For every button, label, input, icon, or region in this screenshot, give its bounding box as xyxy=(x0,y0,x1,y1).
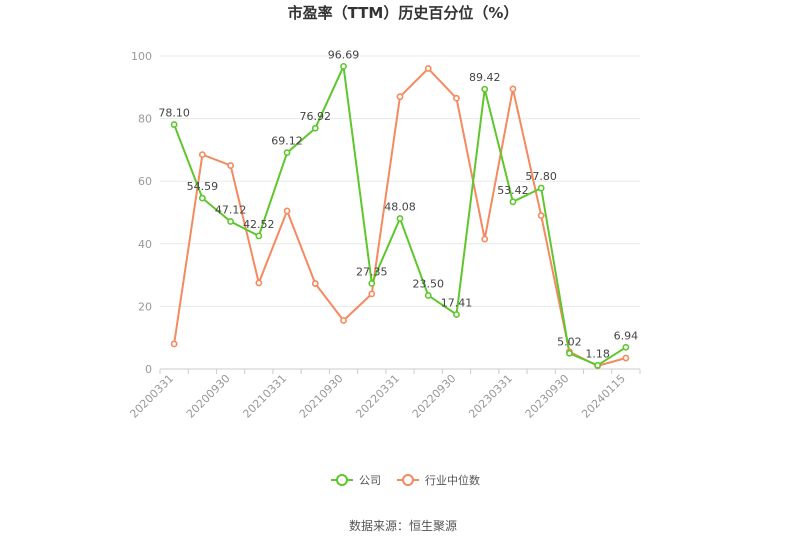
data-point xyxy=(453,311,460,318)
data-label: 42.52 xyxy=(243,218,275,231)
data-label: 69.12 xyxy=(271,135,303,148)
data-point xyxy=(537,184,545,192)
data-point xyxy=(198,151,206,158)
data-point xyxy=(594,361,602,369)
x-tick-label: 20200930 xyxy=(184,372,233,421)
x-tick-label: 20210930 xyxy=(297,372,346,421)
data-point xyxy=(424,292,432,299)
data-label: 17.41 xyxy=(441,297,473,310)
data-point xyxy=(170,121,178,128)
x-tick-label: 20210331 xyxy=(240,372,289,421)
data-point xyxy=(368,290,376,298)
data-point xyxy=(537,212,545,220)
data-point xyxy=(170,340,178,348)
x-tick-label: 20220930 xyxy=(410,372,459,421)
data-label: 27.35 xyxy=(356,265,388,278)
data-label: 1.18 xyxy=(585,347,610,360)
data-point xyxy=(255,279,263,287)
data-label: 76.92 xyxy=(300,110,332,123)
x-tick-label: 20240115 xyxy=(579,372,628,421)
data-point xyxy=(481,85,489,93)
data-label: 23.50 xyxy=(412,277,444,290)
data-point xyxy=(283,149,291,157)
legend-marker xyxy=(336,474,348,486)
data-point xyxy=(509,198,517,206)
y-tick-label: 0 xyxy=(145,363,152,376)
data-point xyxy=(453,94,460,102)
series-points xyxy=(170,62,630,370)
data-label: 54.59 xyxy=(187,180,219,193)
data-label: 5.02 xyxy=(557,335,582,348)
y-tick-label: 20 xyxy=(138,300,152,313)
data-label: 47.12 xyxy=(215,204,247,217)
source-text: 数据来源：恒生聚源 xyxy=(349,518,457,533)
data-point xyxy=(424,65,432,72)
data-point xyxy=(311,280,319,287)
data-point xyxy=(198,194,206,202)
x-tick-label: 20230331 xyxy=(466,372,515,421)
data-point xyxy=(255,232,263,240)
y-tick-label: 60 xyxy=(138,175,152,188)
data-point xyxy=(509,85,517,93)
data-point xyxy=(227,162,234,169)
data-point xyxy=(622,343,630,351)
x-tick-label: 20220331 xyxy=(353,372,402,421)
x-tick-label: 20230930 xyxy=(523,372,572,421)
data-point xyxy=(368,279,376,287)
y-tick-label: 100 xyxy=(131,50,152,63)
data-point xyxy=(311,124,319,132)
data-point xyxy=(227,218,234,225)
data-point xyxy=(396,93,404,101)
data-label: 6.94 xyxy=(614,329,639,342)
y-tick-label: 80 xyxy=(138,113,152,126)
grid xyxy=(160,55,640,370)
data-label: 53.42 xyxy=(497,184,529,197)
legend-label: 行业中位数 xyxy=(425,473,480,487)
y-axis: 0 20 40 60 80 100 xyxy=(131,50,152,376)
data-label: 96.69 xyxy=(328,48,360,61)
data-point xyxy=(481,235,489,243)
x-axis: 20200331 20200930 20210331 20210930 20220331… xyxy=(127,369,641,421)
data-label: 78.10 xyxy=(158,107,190,120)
data-label: 89.42 xyxy=(469,71,501,84)
data-point xyxy=(340,62,347,70)
y-tick-label: 40 xyxy=(138,238,152,251)
data-point xyxy=(396,215,404,222)
data-label: 48.08 xyxy=(384,201,416,214)
data-point xyxy=(340,317,347,324)
data-point xyxy=(622,354,630,362)
x-tick-label: 20200331 xyxy=(127,372,176,421)
data-label: 57.80 xyxy=(525,170,557,183)
chart-title: 市盈率（TTM）历史百分位（%） xyxy=(288,4,519,22)
data-point xyxy=(566,349,573,357)
data-point xyxy=(283,207,291,215)
legend: 公司 行业中位数 xyxy=(331,473,480,487)
legend-label: 公司 xyxy=(359,474,381,487)
legend-marker xyxy=(402,474,414,486)
